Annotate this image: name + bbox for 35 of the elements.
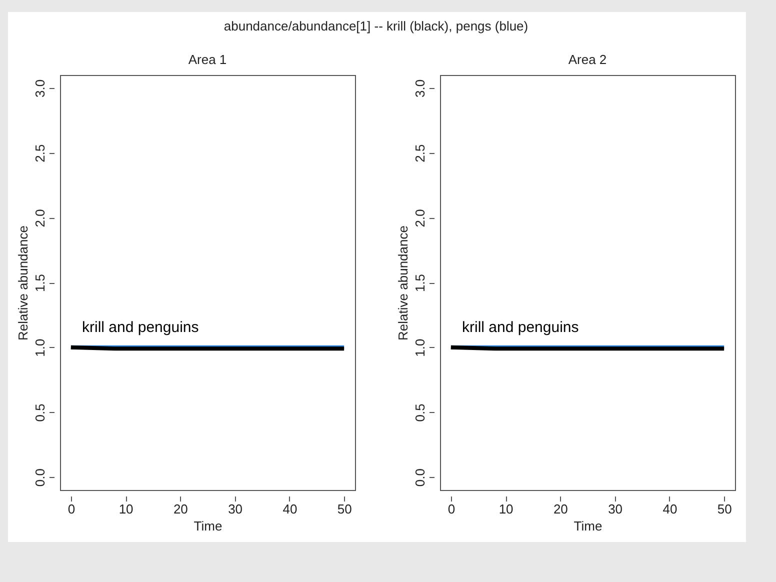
y-tick-label: 2.5 bbox=[412, 144, 428, 162]
annotation: krill and penguins bbox=[82, 319, 199, 336]
y-tick-label: 1.5 bbox=[412, 274, 428, 292]
y-tick-label: 3.0 bbox=[412, 79, 428, 98]
y-tick-label: 2.0 bbox=[32, 209, 48, 228]
x-tick-label: 40 bbox=[282, 502, 298, 516]
y-tick-label: 0.5 bbox=[32, 404, 48, 422]
y-tick-label: 1.0 bbox=[32, 338, 48, 357]
y-tick-label: 1.0 bbox=[412, 338, 428, 357]
x-axis-title: Time bbox=[194, 518, 222, 534]
x-tick-label: 10 bbox=[498, 502, 514, 516]
x-tick-label: 0 bbox=[448, 502, 456, 516]
x-tick-label: 30 bbox=[228, 502, 243, 516]
y-axis-title: Relative abundance bbox=[396, 226, 410, 340]
x-tick-label: 50 bbox=[717, 502, 732, 516]
y-tick-label: 3.0 bbox=[32, 79, 48, 98]
x-tick-label: 20 bbox=[553, 502, 568, 516]
x-tick-label: 10 bbox=[118, 502, 134, 516]
x-tick-label: 20 bbox=[173, 502, 188, 516]
text: abundance/abundance[1] -- krill (black), pengs (blue) bbox=[224, 18, 528, 34]
x-tick-label: 40 bbox=[662, 502, 678, 516]
y-tick-label: 0.0 bbox=[32, 468, 48, 487]
chart-title: Area 2 bbox=[568, 52, 607, 67]
y-tick-label: 0.5 bbox=[412, 404, 428, 422]
y-tick-label: 1.5 bbox=[32, 274, 48, 292]
y-tick-label: 2.0 bbox=[412, 209, 428, 228]
y-axis-title: Relative abundance bbox=[16, 226, 30, 340]
chart-title: Area 1 bbox=[188, 52, 227, 67]
x-tick-label: 0 bbox=[68, 502, 76, 516]
y-tick-label: 0.0 bbox=[412, 468, 428, 487]
annotation: krill and penguins bbox=[462, 319, 579, 336]
y-tick-label: 2.5 bbox=[32, 144, 48, 162]
x-axis-title: Time bbox=[574, 518, 602, 534]
x-tick-label: 50 bbox=[337, 502, 352, 516]
x-tick-label: 30 bbox=[608, 502, 623, 516]
